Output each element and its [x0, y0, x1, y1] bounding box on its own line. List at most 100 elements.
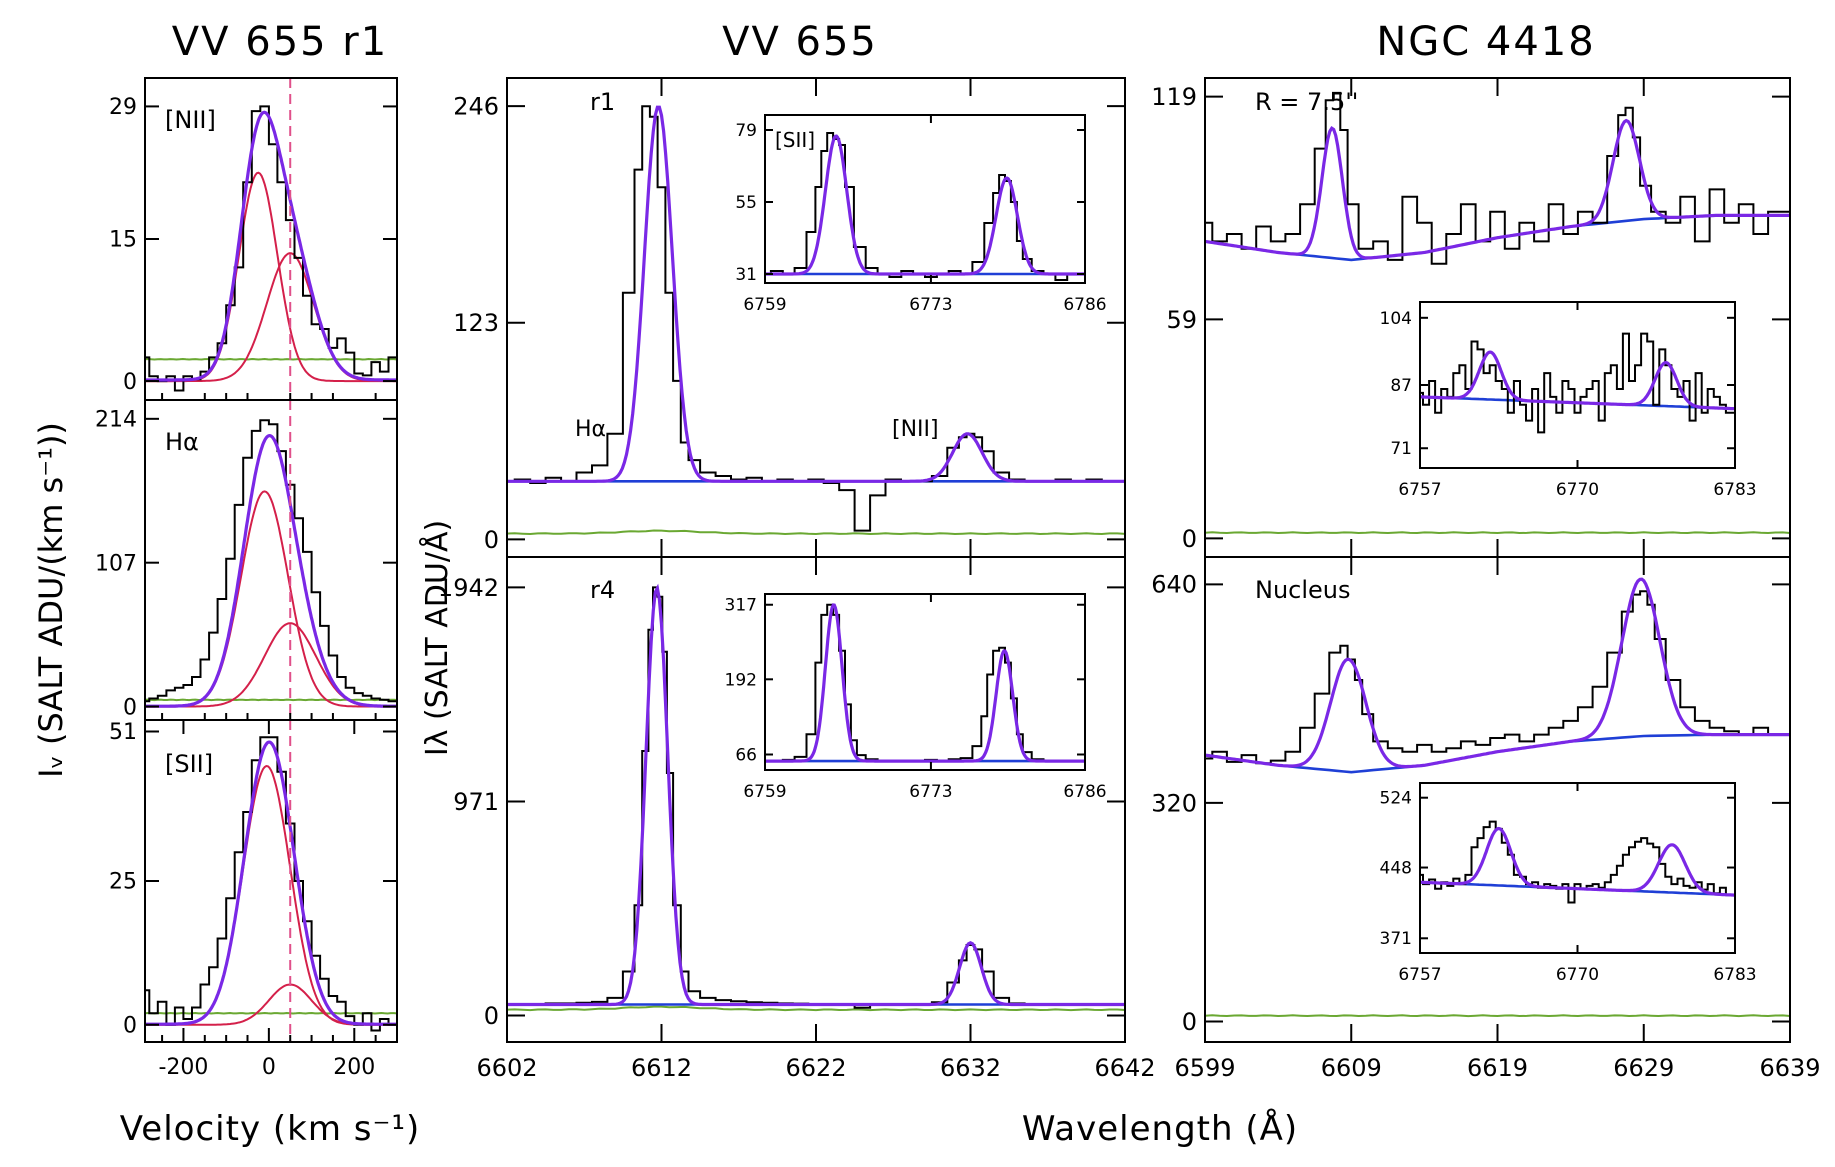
plot-area [765, 132, 1085, 281]
plot-area [145, 736, 397, 1032]
panel-inset_ngc_nuc: 371 448 524 6757 6770 6783 [1380, 782, 1757, 985]
ytick-label: 0 [1182, 1008, 1197, 1036]
xtick-label: 6599 [1174, 1054, 1235, 1082]
xtick-label: 6786 [1063, 782, 1106, 802]
axes-frame [764, 593, 1086, 771]
sky-trace [507, 529, 1125, 536]
bottom-xlabel: Wavelength (Å) [1022, 1108, 1298, 1149]
data-histogram [1420, 820, 1735, 904]
data-histogram [145, 419, 397, 703]
left-xlabel: Velocity (km s⁻¹) [120, 1109, 421, 1149]
ytick-label: 66 [735, 745, 757, 765]
total-fit [507, 583, 1125, 1007]
ytick-label: 524 [1380, 789, 1412, 809]
xtick-label: 0 [262, 1055, 276, 1080]
title-vv655-r1: VV 655 r1 [172, 19, 388, 65]
plot-area [1420, 820, 1735, 904]
plot-area [145, 419, 397, 708]
total-fit [145, 740, 397, 1026]
panel-vel_nii: 0 15 29 [NII] [109, 77, 398, 401]
xtick-label: 6629 [1613, 1054, 1674, 1082]
total-fit [765, 603, 1085, 763]
ytick-label: 29 [109, 95, 137, 120]
plot-area [765, 603, 1085, 763]
xtick-label: 6773 [909, 295, 952, 315]
title-vv655: VV 655 [722, 19, 878, 65]
panel-ngc_r75: 0 59 119 R = 7.5'' [1151, 77, 1791, 558]
xtick-label: 6639 [1759, 1054, 1820, 1082]
panel-vel_sii: 0 25 51 -200 0 200 [SII] [109, 719, 398, 1080]
inset-bg [1420, 302, 1735, 468]
ytick-label: 246 [453, 93, 499, 121]
panel-label: [NII] [165, 106, 216, 134]
ytick-label: 104 [1380, 309, 1412, 329]
ytick-label: 320 [1151, 789, 1197, 817]
ytick-label: 0 [123, 695, 137, 720]
ytick-label: 123 [453, 309, 499, 337]
panel-label: [SII] [165, 750, 213, 778]
ytick-label: 971 [453, 788, 499, 816]
sky-trace [507, 1005, 1125, 1012]
xtick-label: 6783 [1713, 965, 1756, 985]
total-fit [145, 433, 397, 708]
left-ylabel: Iᵥ (SALT ADU/(km s⁻¹)) [32, 422, 70, 778]
data-histogram [1205, 91, 1790, 265]
total-fit [765, 134, 1085, 276]
xtick-label: 6759 [743, 295, 786, 315]
panel-inset_r4: 66 192 317 6759 6773 6786 [725, 593, 1107, 802]
xtick-label: 6783 [1713, 480, 1756, 500]
panel-label: R = 7.5'' [1255, 88, 1358, 116]
ytick-label: 0 [484, 526, 499, 554]
ytick-label: 79 [735, 121, 757, 141]
ytick-label: 0 [123, 370, 137, 395]
xtick-label: 6619 [1467, 1054, 1528, 1082]
xtick-label: 6759 [743, 782, 786, 802]
total-fit [1205, 118, 1790, 260]
xtick-label: -200 [158, 1055, 208, 1080]
line-label-nii: [NII] [892, 417, 939, 442]
sky-trace [145, 357, 397, 361]
ytick-label: 317 [725, 596, 757, 616]
component-fit-2 [145, 252, 397, 383]
total-fit [1420, 350, 1735, 411]
panel-label: r1 [590, 88, 615, 116]
component-fit-1 [145, 171, 397, 383]
panel-label: Hα [165, 428, 199, 456]
xtick-label: 6632 [940, 1054, 1001, 1082]
title-ngc4418: NGC 4418 [1376, 19, 1595, 65]
ytick-label: 51 [109, 720, 137, 745]
xtick-label: 6602 [476, 1054, 537, 1082]
data-histogram [145, 105, 397, 392]
panel-label: Nucleus [1255, 576, 1351, 604]
ytick-label: 371 [1380, 929, 1412, 949]
plot-area [1205, 91, 1790, 535]
plot-area [145, 105, 397, 392]
inset-bg [765, 115, 1085, 283]
ytick-label: 71 [1390, 439, 1412, 459]
data-histogram [145, 736, 397, 1032]
ytick-label: 214 [95, 408, 137, 433]
panel-vel_ha: 0 107 214 Hα [95, 399, 398, 721]
ytick-label: 59 [1166, 306, 1197, 334]
xtick-label: 6770 [1556, 965, 1599, 985]
data-histogram [1205, 590, 1790, 765]
plot-area [507, 583, 1125, 1012]
panel-ngc_nuc: 0 320 640 6599 6609 6619 6629 6639 Nucleus [1151, 556, 1821, 1082]
ytick-label: 25 [109, 870, 137, 895]
component-fit-1 [145, 490, 397, 708]
xtick-label: 200 [333, 1055, 375, 1080]
ytick-label: 640 [1151, 571, 1197, 599]
panel-inset_r1: 31 55 79 6759 6773 6786 [SII] [735, 114, 1107, 315]
panel-label: r4 [590, 576, 615, 604]
plot-area [507, 105, 1125, 536]
xtick-label: 6770 [1556, 480, 1599, 500]
inset-bg [765, 594, 1085, 770]
ytick-label: 119 [1151, 83, 1197, 111]
panel-label: [SII] [775, 128, 815, 152]
xtick-label: 6642 [1094, 1054, 1155, 1082]
plot-area [1205, 577, 1790, 1018]
sky-trace [1205, 531, 1790, 535]
ytick-label: 1942 [438, 574, 499, 602]
ytick-label: 0 [484, 1002, 499, 1030]
panel-vv655_r1: 0 123 246 r1 [453, 77, 1126, 558]
